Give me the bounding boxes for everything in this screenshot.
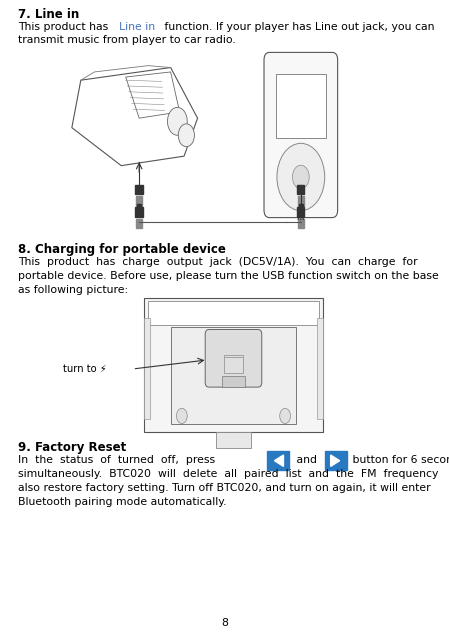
Text: transmit music from player to car radio.: transmit music from player to car radio. xyxy=(18,35,236,45)
Text: turn to ⚡: turn to ⚡ xyxy=(63,364,106,374)
Text: simultaneously.  BTC020  will  delete  all  paired  list  and  the  FM  frequenc: simultaneously. BTC020 will delete all p… xyxy=(18,469,438,479)
Circle shape xyxy=(178,124,194,147)
Circle shape xyxy=(176,408,187,423)
Bar xyxy=(222,376,245,387)
Bar xyxy=(148,301,319,325)
Polygon shape xyxy=(274,455,283,467)
FancyBboxPatch shape xyxy=(264,53,338,218)
Circle shape xyxy=(292,165,309,189)
Text: 9. Factory Reset: 9. Factory Reset xyxy=(18,441,126,454)
Bar xyxy=(144,318,150,418)
Bar xyxy=(136,219,142,229)
Bar xyxy=(297,185,304,194)
Circle shape xyxy=(280,408,291,423)
Bar xyxy=(276,73,326,138)
Text: Bluetooth pairing mode automatically.: Bluetooth pairing mode automatically. xyxy=(18,497,226,507)
Circle shape xyxy=(277,143,325,211)
Text: 8: 8 xyxy=(221,618,228,628)
Bar xyxy=(224,355,243,373)
Text: also restore factory setting. Turn off BTC020, and turn on again, it will enter: also restore factory setting. Turn off B… xyxy=(18,483,431,493)
Bar xyxy=(299,204,303,216)
Bar xyxy=(298,196,304,206)
Text: This  product  has  charge  output  jack  (DC5V/1A).  You  can  charge  for: This product has charge output jack (DC5… xyxy=(18,257,418,267)
Bar xyxy=(298,219,304,229)
Polygon shape xyxy=(330,455,339,467)
Bar xyxy=(135,185,143,194)
Bar xyxy=(144,298,323,432)
Bar xyxy=(317,318,323,418)
Text: and: and xyxy=(293,455,321,465)
Bar xyxy=(325,451,347,470)
Text: function. If your player has Line out jack, you can: function. If your player has Line out ja… xyxy=(161,22,435,32)
Bar xyxy=(136,196,142,206)
Text: button for 6 seconds: button for 6 seconds xyxy=(349,455,449,465)
Text: In  the  status  of  turned  off,  press: In the status of turned off, press xyxy=(18,455,222,465)
FancyBboxPatch shape xyxy=(205,330,262,387)
Bar xyxy=(297,208,304,217)
Bar xyxy=(267,451,289,470)
Bar xyxy=(137,204,141,216)
Bar xyxy=(171,327,296,424)
Bar xyxy=(135,208,143,217)
Bar xyxy=(216,432,251,448)
Text: Line in: Line in xyxy=(119,22,155,32)
Text: 8. Charging for portable device: 8. Charging for portable device xyxy=(18,243,226,256)
Text: as following picture:: as following picture: xyxy=(18,285,128,295)
Circle shape xyxy=(167,108,187,135)
Text: 7. Line in: 7. Line in xyxy=(18,8,79,21)
Text: This product has: This product has xyxy=(18,22,112,32)
Text: portable device. Before use, please turn the USB function switch on the base: portable device. Before use, please turn… xyxy=(18,271,439,281)
